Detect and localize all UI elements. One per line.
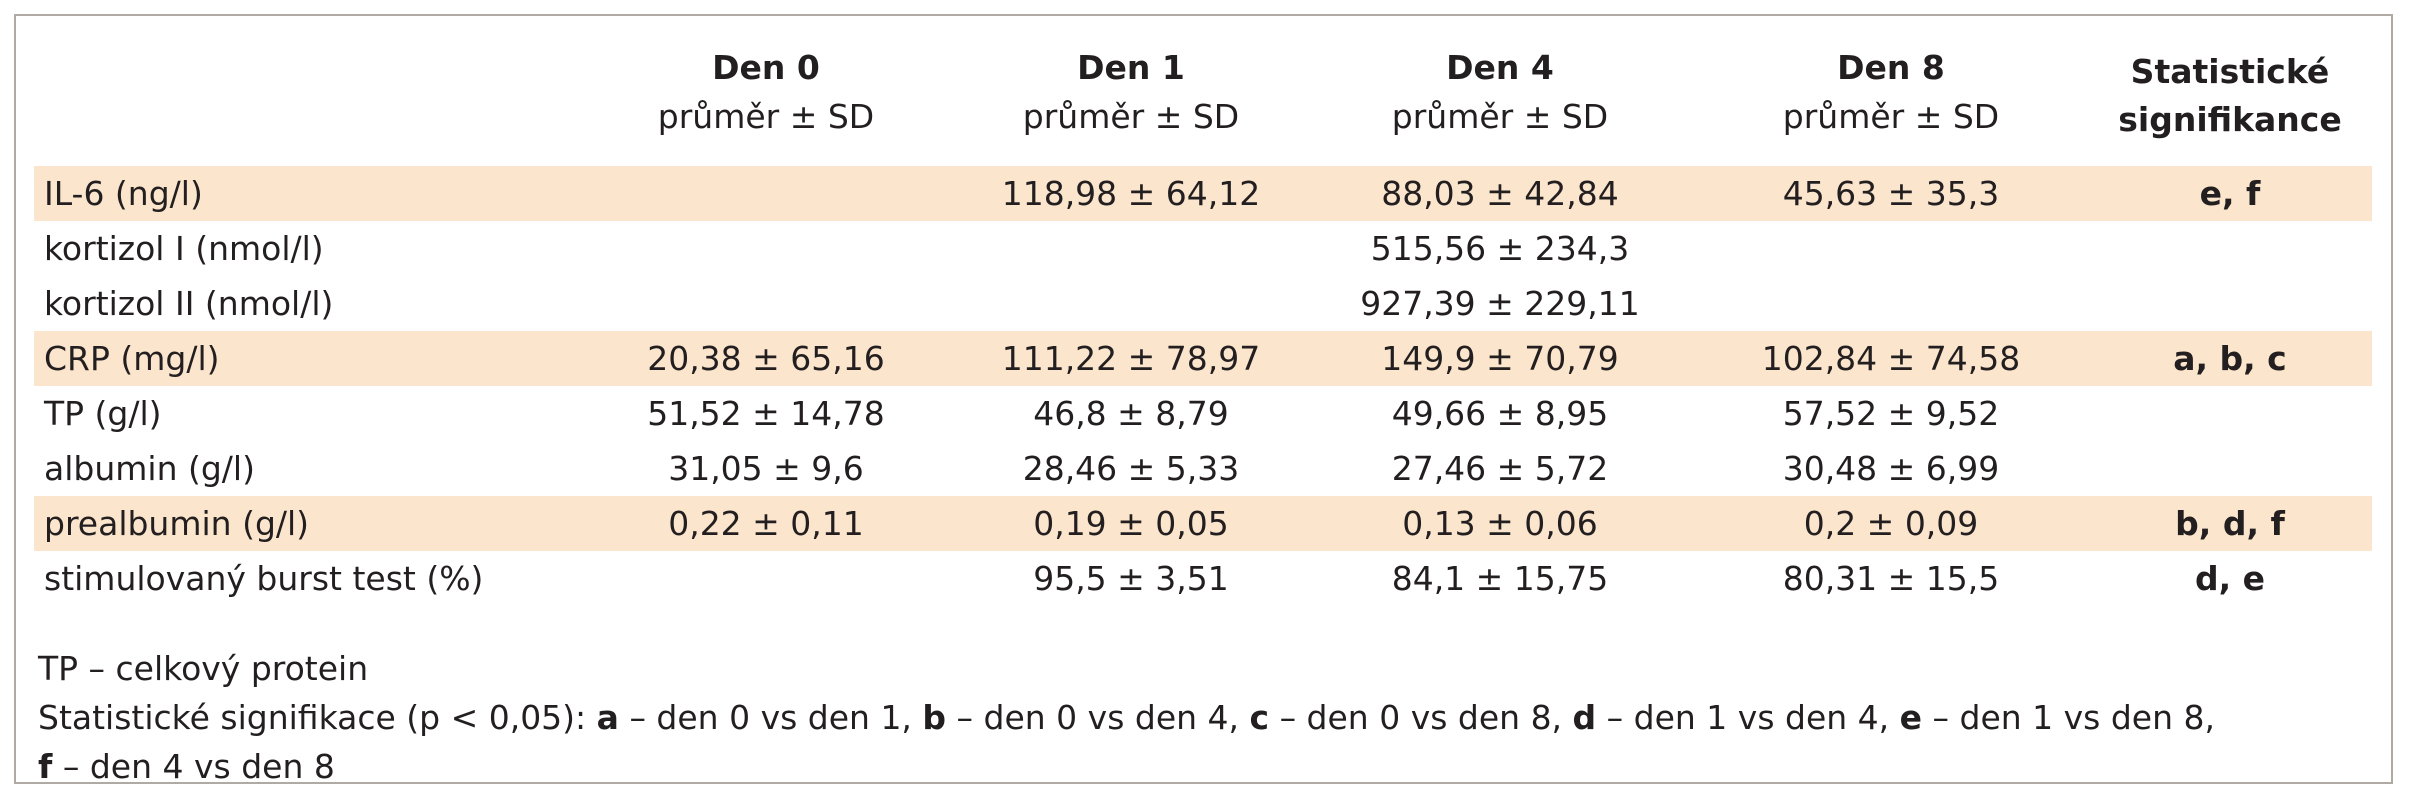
row-label: albumin (g/l) bbox=[44, 449, 255, 488]
header-label-cell bbox=[34, 48, 576, 166]
row-label: prealbumin (g/l) bbox=[34, 496, 576, 551]
row-label: IL-6 (ng/l) bbox=[34, 166, 576, 221]
table-notes: TP – celkový protein Statistické signifi… bbox=[38, 644, 2388, 791]
table-row: albumin (g/l) 31,05 ± 9,6 28,46 ± 5,33 27,4… bbox=[34, 441, 2372, 496]
significance-value bbox=[2088, 276, 2372, 331]
value-day-0 bbox=[576, 276, 956, 331]
header-day-4: Den 4 průměr ± SD bbox=[1391, 48, 1609, 136]
value-day-4: 149,9 ± 70,79 bbox=[1306, 331, 1694, 386]
significance-key: e bbox=[1899, 698, 1923, 737]
significance-value: d, e bbox=[2194, 559, 2266, 598]
value-day-0 bbox=[576, 551, 956, 606]
row-label: kortizol II (nmol/l) bbox=[44, 284, 334, 323]
value-day-0 bbox=[576, 221, 956, 276]
value-day-8: 45,63 ± 35,3 bbox=[1694, 166, 2088, 221]
value-day-4: 49,66 ± 8,95 bbox=[1391, 394, 1609, 433]
value-day-4: 27,46 ± 5,72 bbox=[1391, 449, 1609, 488]
value-day-1: 46,8 ± 8,79 bbox=[1033, 394, 1229, 433]
value-day-1 bbox=[956, 221, 1306, 276]
significance-value bbox=[2088, 221, 2372, 276]
value-day-8: 30,48 ± 6,99 bbox=[1782, 449, 2000, 488]
significance-intro: Statistické signifikace (p < 0,05): bbox=[38, 698, 597, 737]
value-day-4: 84,1 ± 15,75 bbox=[1391, 559, 1609, 598]
significance-value bbox=[2088, 386, 2372, 441]
significance-description: – den 1 vs den 4, bbox=[1596, 698, 1900, 737]
value-day-8: 57,52 ± 9,52 bbox=[1782, 394, 2000, 433]
value-day-0: 51,52 ± 14,78 bbox=[647, 394, 885, 433]
header-day-0: Den 0 průměr ± SD bbox=[657, 48, 875, 136]
value-day-0: 20,38 ± 65,16 bbox=[576, 331, 956, 386]
table-row: kortizol I (nmol/l) 515,56 ± 234,3 bbox=[34, 221, 2372, 276]
significance-description: – den 0 vs den 1, bbox=[618, 698, 923, 737]
table-row: CRP (mg/l) 20,38 ± 65,16 111,22 ± 78,97 149… bbox=[34, 331, 2372, 386]
row-label: kortizol I (nmol/l) bbox=[44, 229, 324, 268]
value-day-4: 515,56 ± 234,3 bbox=[1370, 229, 1630, 268]
value-day-8 bbox=[1694, 221, 2088, 276]
significance-value: b, d, f bbox=[2088, 496, 2372, 551]
value-day-4: 88,03 ± 42,84 bbox=[1306, 166, 1694, 221]
table-row: kortizol II (nmol/l) 927,39 ± 229,11 bbox=[34, 276, 2372, 331]
header-day-1: Den 1 průměr ± SD bbox=[1022, 48, 1240, 136]
row-label: stimulovaný burst test (%) bbox=[44, 559, 484, 598]
significance-key: a bbox=[596, 698, 619, 737]
significance-description: – den 4 vs den 8 bbox=[52, 747, 335, 786]
significance-key: b bbox=[922, 698, 947, 737]
value-day-1: 0,19 ± 0,05 bbox=[956, 496, 1306, 551]
header-significance: Statistické signifikance bbox=[2118, 52, 2342, 139]
table-row: prealbumin (g/l) 0,22 ± 0,11 0,19 ± 0,05 0,… bbox=[34, 496, 2372, 551]
row-label: CRP (mg/l) bbox=[34, 331, 576, 386]
table-row: IL-6 (ng/l) 118,98 ± 64,12 88,03 ± 42,84 45… bbox=[34, 166, 2372, 221]
significance-key: d bbox=[1572, 698, 1597, 737]
value-day-1: 28,46 ± 5,33 bbox=[1022, 449, 1240, 488]
value-day-8: 102,84 ± 74,58 bbox=[1694, 331, 2088, 386]
significance-key: f bbox=[38, 747, 53, 786]
value-day-8: 80,31 ± 15,5 bbox=[1782, 559, 2000, 598]
value-day-1: 118,98 ± 64,12 bbox=[956, 166, 1306, 221]
significance-note: Statistické signifikace (p < 0,05): a – … bbox=[38, 693, 2388, 791]
value-day-1 bbox=[956, 276, 1306, 331]
value-day-0: 31,05 ± 9,6 bbox=[668, 449, 864, 488]
value-day-0 bbox=[576, 166, 956, 221]
significance-value bbox=[2088, 441, 2372, 496]
significance-description: – den 0 vs den 4, bbox=[946, 698, 1250, 737]
table-row: stimulovaný burst test (%) 95,5 ± 3,51 84,… bbox=[34, 551, 2372, 606]
tp-note: TP – celkový protein bbox=[38, 649, 369, 688]
row-label: TP (g/l) bbox=[44, 394, 162, 433]
significance-description: – den 0 vs den 8, bbox=[1269, 698, 1573, 737]
value-day-1: 95,5 ± 3,51 bbox=[1033, 559, 1229, 598]
significance-description: – den 1 vs den 8, bbox=[1922, 698, 2216, 737]
value-day-1: 111,22 ± 78,97 bbox=[956, 331, 1306, 386]
value-day-4: 927,39 ± 229,11 bbox=[1360, 284, 1640, 323]
value-day-0: 0,22 ± 0,11 bbox=[576, 496, 956, 551]
table-row: TP (g/l) 51,52 ± 14,78 46,8 ± 8,79 49,66 ± … bbox=[34, 386, 2372, 441]
value-day-8 bbox=[1694, 276, 2088, 331]
header-day-8: Den 8 průměr ± SD bbox=[1782, 48, 2000, 136]
table-body: IL-6 (ng/l) 118,98 ± 64,12 88,03 ± 42,84 45… bbox=[34, 166, 2372, 606]
significance-value: e, f bbox=[2088, 166, 2372, 221]
value-day-4: 0,13 ± 0,06 bbox=[1306, 496, 1694, 551]
significance-value: a, b, c bbox=[2088, 331, 2372, 386]
value-day-8: 0,2 ± 0,09 bbox=[1694, 496, 2088, 551]
significance-key: c bbox=[1249, 698, 1270, 737]
